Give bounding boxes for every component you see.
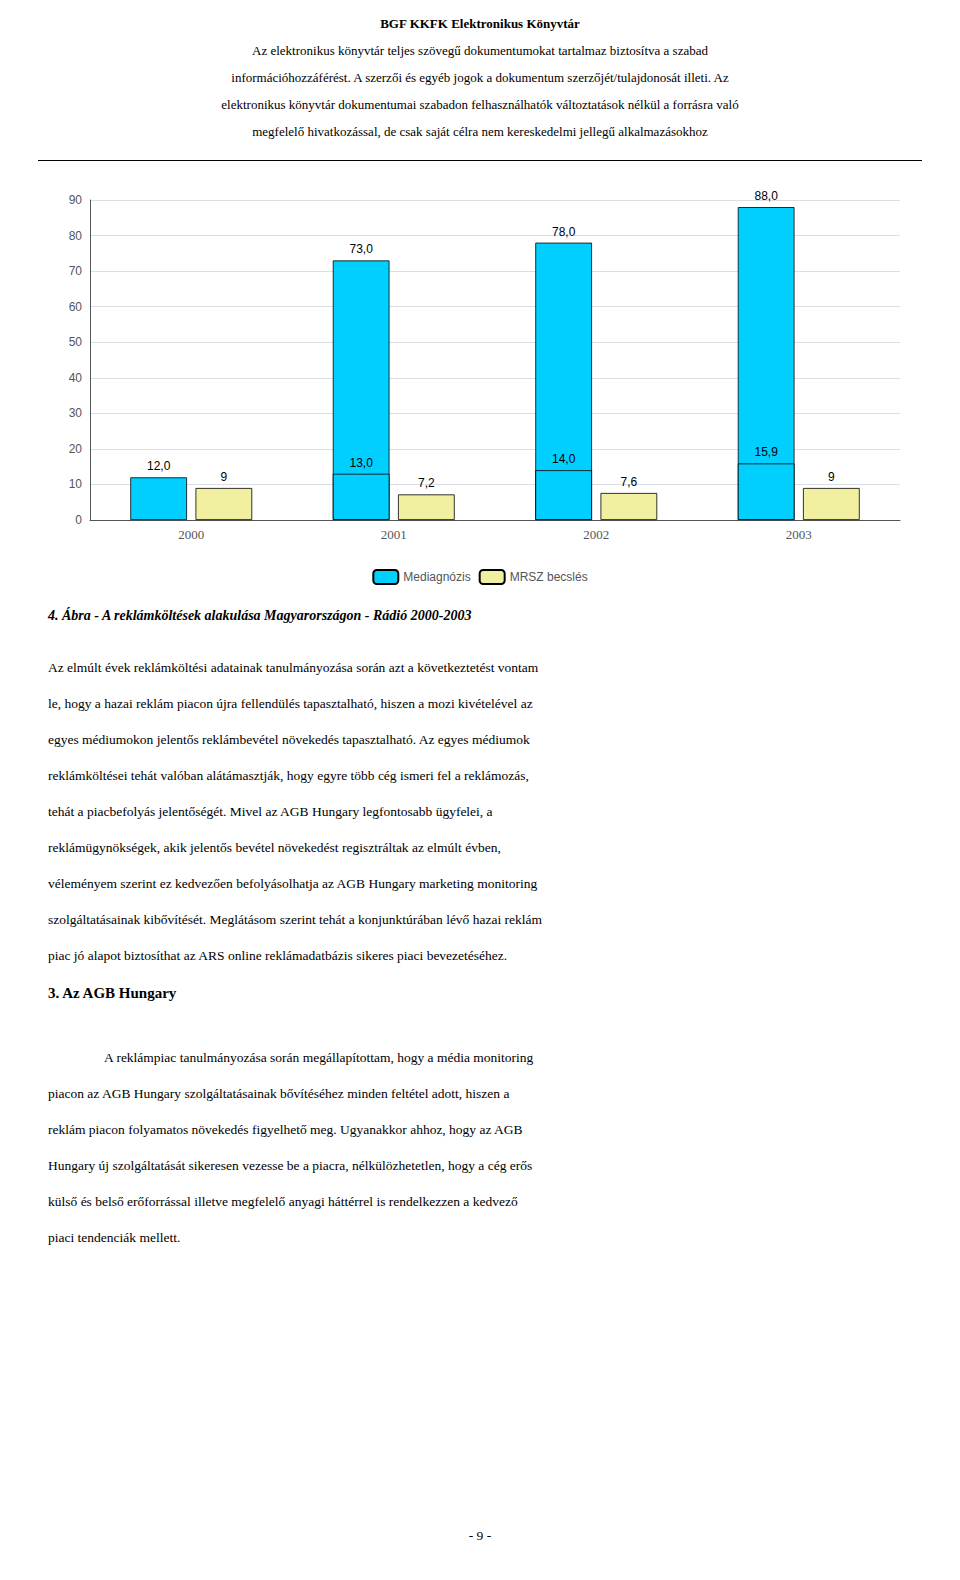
svg-text:60: 60 xyxy=(69,300,83,314)
html-text:Az elmúlt évek reklámköltési a: Az elmúlt évek reklámköltési adatainak t… xyxy=(48,660,539,675)
svg-text:MRSZ becslés: MRSZ becslés xyxy=(510,570,588,584)
svg-text:20: 20 xyxy=(69,442,83,456)
svg-text:40: 40 xyxy=(69,371,83,385)
html-text:piacon az AGB Hungary szolgált: piacon az AGB Hungary szolgáltatásainak … xyxy=(48,1086,510,1101)
html-text:egyes médiumokon jelentős rekl: egyes médiumokon jelentős reklámbevétel … xyxy=(48,732,530,747)
html-text:tehát a piacbefolyás jelentősé: tehát a piacbefolyás jelentőségét. Mivel… xyxy=(48,804,493,819)
html-text:- 9 -: - 9 - xyxy=(468,1528,492,1543)
html-text:információhozzáférést. A szerz: információhozzáférést. A szerzői és egyé… xyxy=(231,70,729,85)
svg-text:14,0: 14,0 xyxy=(552,452,576,466)
svg-text:9: 9 xyxy=(221,470,228,484)
html-text:reklám piacon folyamatos növek: reklám piacon folyamatos növekedés figye… xyxy=(48,1122,523,1137)
html-text:elektronikus könyvtár dokument: elektronikus könyvtár dokumentumai szaba… xyxy=(221,97,739,112)
svg-text:2003: 2003 xyxy=(786,527,812,542)
svg-text:9: 9 xyxy=(828,470,835,484)
svg-text:2002: 2002 xyxy=(583,527,609,542)
svg-text:2000: 2000 xyxy=(178,527,204,542)
html-text:le, hogy a hazai reklám piacon: le, hogy a hazai reklám piacon újra fell… xyxy=(48,696,533,711)
html-text:piaci tendenciák mellett.: piaci tendenciák mellett. xyxy=(48,1230,181,1245)
svg-text:0: 0 xyxy=(75,513,82,527)
svg-text:15,9: 15,9 xyxy=(754,445,778,459)
svg-text:90: 90 xyxy=(69,193,83,207)
html-text:piac jó alapot biztosíthat az: piac jó alapot biztosíthat az ARS online… xyxy=(48,948,508,963)
svg-text:12,0: 12,0 xyxy=(147,459,171,473)
svg-text:73,0: 73,0 xyxy=(349,242,373,256)
svg-text:30: 30 xyxy=(69,406,83,420)
html-text:külső és belső erőforrással il: külső és belső erőforrással illetve megf… xyxy=(48,1194,518,1209)
svg-text:7,2: 7,2 xyxy=(418,476,435,490)
svg-text:13,0: 13,0 xyxy=(349,456,373,470)
svg-text:50: 50 xyxy=(69,335,83,349)
html-text:Az elektronikus könyvtár telje: Az elektronikus könyvtár teljes szövegű … xyxy=(252,43,708,58)
svg-text:70: 70 xyxy=(69,264,83,278)
html-text:BGF KKFK Elektronikus Könyvtár: BGF KKFK Elektronikus Könyvtár xyxy=(380,16,580,31)
svg-text:80: 80 xyxy=(69,229,83,243)
svg-text:78,0: 78,0 xyxy=(552,225,576,239)
html-text:3. Az AGB Hungary: 3. Az AGB Hungary xyxy=(48,985,177,1001)
html-text:megfelelő hivatkozással, de cs: megfelelő hivatkozással, de csak saját c… xyxy=(252,124,708,139)
svg-text:10: 10 xyxy=(69,477,83,491)
html-text:szolgáltatásainak kibővítését.: szolgáltatásainak kibővítését. Meglátáso… xyxy=(48,912,543,927)
html-text:Hungary új szolgáltatását sike: Hungary új szolgáltatását sikeresen veze… xyxy=(48,1158,533,1173)
html-text:véleményem szerint ez kedvezőe: véleményem szerint ez kedvezően befolyás… xyxy=(48,876,538,891)
html-text:A reklámpiac tanulmányozása so: A reklámpiac tanulmányozása során megáll… xyxy=(104,1050,534,1065)
html-text:reklámköltései tehát valóban a: reklámköltései tehát valóban alátámasztj… xyxy=(48,768,529,783)
html-text:reklámügynökségek, akik jelent: reklámügynökségek, akik jelentős bevétel… xyxy=(48,840,501,855)
svg-text:Mediagnózis: Mediagnózis xyxy=(403,570,470,584)
svg-text:7,6: 7,6 xyxy=(621,475,638,489)
svg-text:2001: 2001 xyxy=(381,527,407,542)
html-text:4. Ábra - A reklámköltések ala: 4. Ábra - A reklámköltések alakulása Mag… xyxy=(48,608,472,623)
svg-text:88,0: 88,0 xyxy=(754,189,778,203)
